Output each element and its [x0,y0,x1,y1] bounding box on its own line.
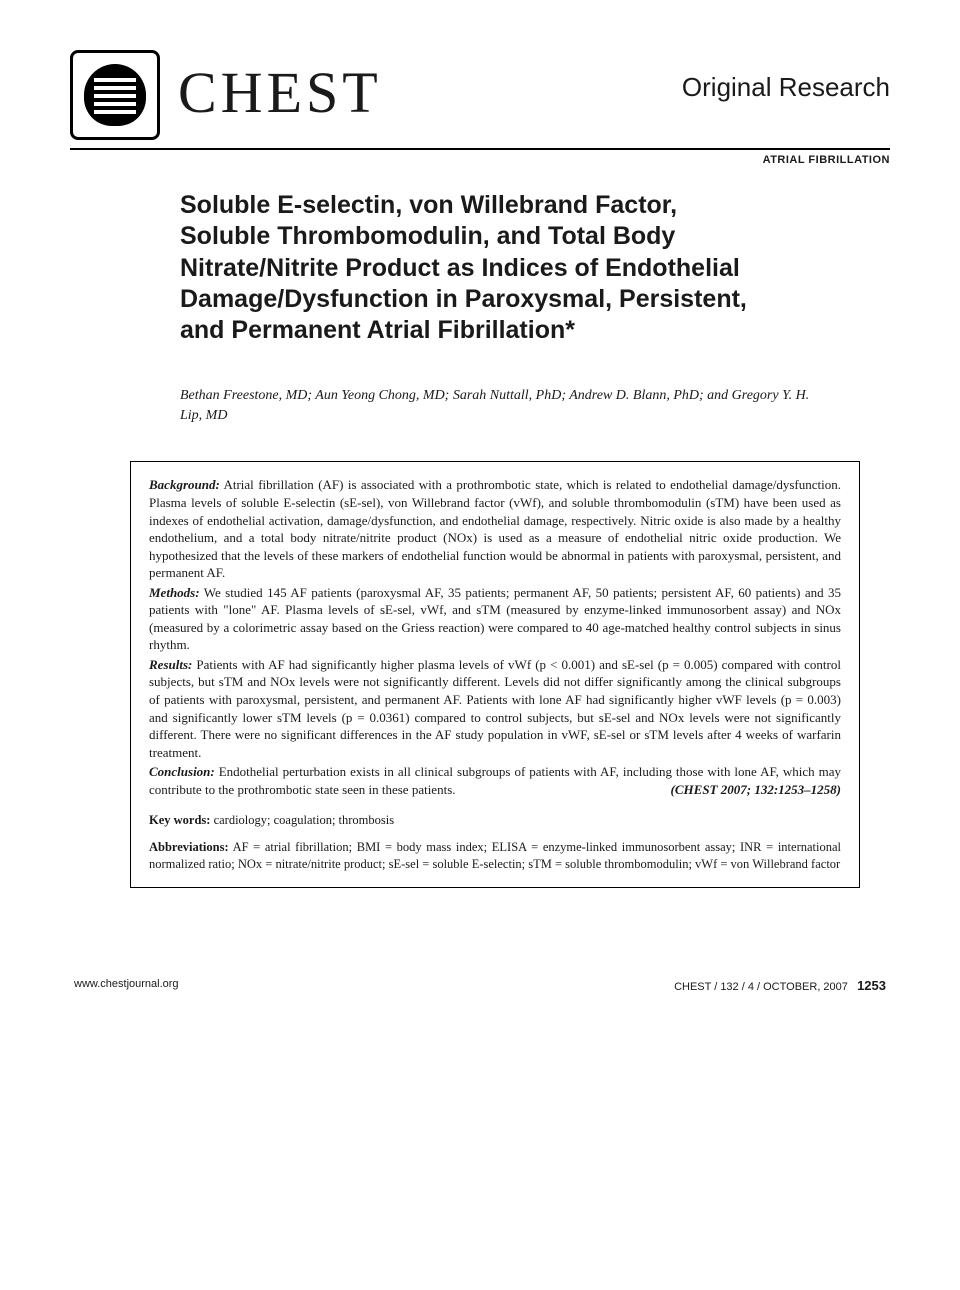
citation: (CHEST 2007; 132:1253–1258) [671,781,841,799]
abbreviations-label: Abbreviations: [149,840,229,854]
keywords-line: Key words: cardiology; coagulation; thro… [149,812,841,829]
background-text: Atrial fibrillation (AF) is associated w… [149,477,841,580]
abstract-background: Background: Atrial fibrillation (AF) is … [149,476,841,581]
conclusion-label: Conclusion: [149,764,215,779]
page-footer: www.chestjournal.org CHEST / 132 / 4 / O… [70,978,890,993]
keywords-text: cardiology; coagulation; thrombosis [210,813,394,827]
results-text: Patients with AF had significantly highe… [149,657,841,760]
keywords-label: Key words: [149,813,210,827]
journal-name: CHEST [178,50,682,122]
journal-logo [70,50,160,140]
background-label: Background: [149,477,220,492]
abbreviations-line: Abbreviations: AF = atrial fibrillation;… [149,839,841,873]
abstract-methods: Methods: We studied 145 AF patients (par… [149,584,841,654]
footer-citation: CHEST / 132 / 4 / OCTOBER, 2007 1253 [674,978,886,993]
section-type: Original Research [682,72,890,103]
footer-url: www.chestjournal.org [74,978,179,993]
article-authors: Bethan Freestone, MD; Aun Yeong Chong, M… [180,386,810,425]
article-title: Soluble E-selectin, von Willebrand Facto… [180,190,750,346]
abstract-results: Results: Patients with AF had significan… [149,656,841,761]
page-header: CHEST Original Research [70,50,890,150]
abstract-box: Background: Atrial fibrillation (AF) is … [130,461,860,887]
methods-label: Methods: [149,585,200,600]
section-label-block: Original Research [682,50,890,103]
results-label: Results: [149,657,192,672]
footer-issue: CHEST / 132 / 4 / OCTOBER, 2007 [674,981,848,993]
abstract-conclusion: Conclusion: Endothelial perturbation exi… [149,763,841,798]
page-number: 1253 [857,978,886,993]
logo-icon [84,64,146,126]
section-topic: ATRIAL FIBRILLATION [70,154,890,166]
methods-text: We studied 145 AF patients (paroxysmal A… [149,585,841,653]
abbreviations-text: AF = atrial fibrillation; BMI = body mas… [149,840,841,871]
